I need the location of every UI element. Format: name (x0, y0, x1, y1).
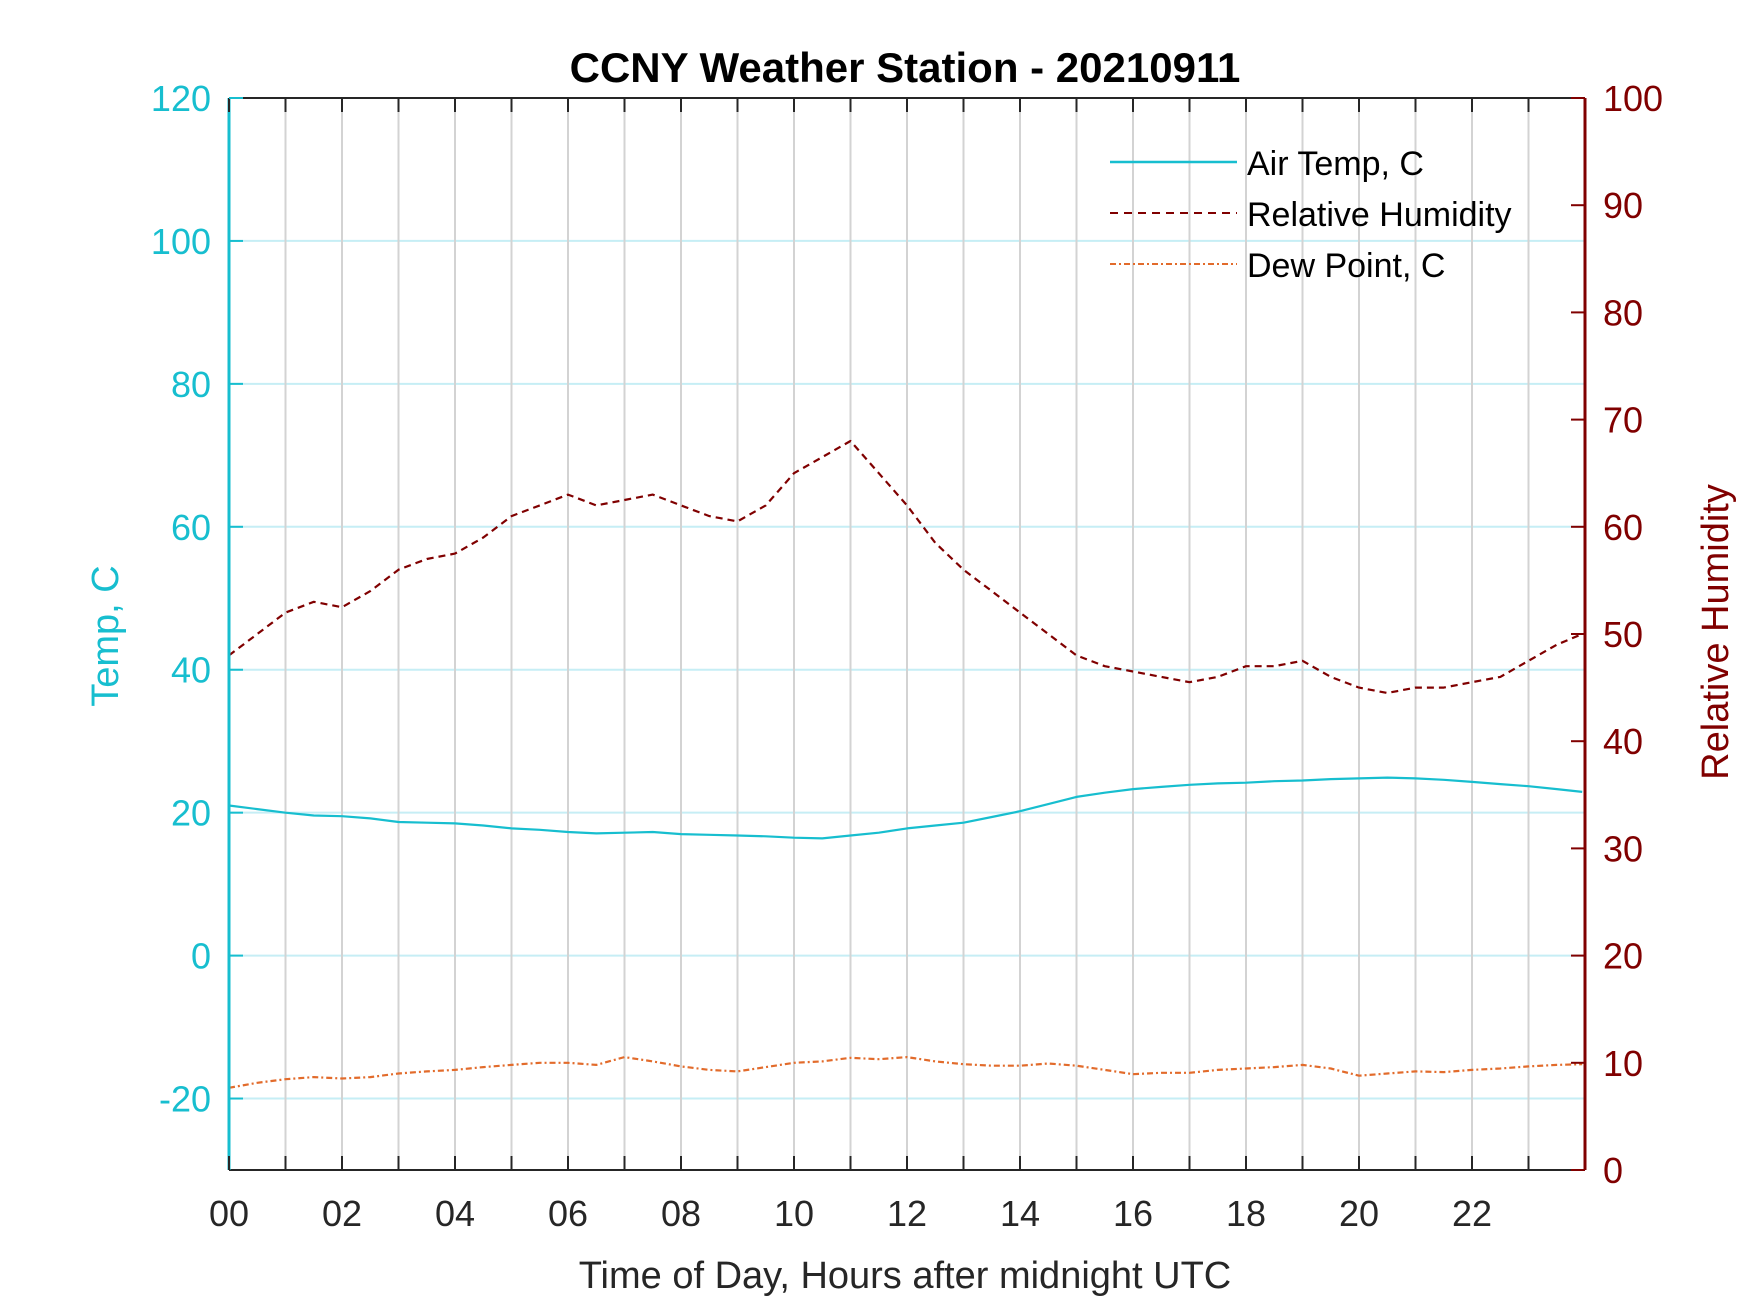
axes (227, 97, 1587, 1171)
y-right-tick-label: 90 (1603, 185, 1643, 226)
x-axis-label: Time of Day, Hours after midnight UTC (579, 1255, 1232, 1297)
y-left-tick-label: 60 (171, 507, 211, 548)
y-left-tick-label: 120 (151, 78, 211, 119)
series-air-temp (228, 776, 1583, 840)
y-right-tick-label: 20 (1603, 936, 1643, 977)
series-relative-humidity (228, 439, 1583, 695)
y-right-tick-label: 100 (1603, 78, 1663, 119)
x-tick-label: 00 (209, 1193, 249, 1234)
series-dew-point (228, 1055, 1583, 1089)
legend-label-humidity: Relative Humidity (1247, 196, 1512, 234)
chart-title: CCNY Weather Station - 20210911 (570, 44, 1241, 91)
x-tick-label: 12 (887, 1193, 927, 1234)
x-tick-label: 22 (1452, 1193, 1492, 1234)
x-tick-label: 14 (1000, 1193, 1040, 1234)
y-left-tick-label: 0 (191, 936, 211, 977)
y-right-tick-label: 30 (1603, 828, 1643, 869)
y-right-tick-label: 60 (1603, 507, 1643, 548)
y-right-tick-label: 40 (1603, 721, 1643, 762)
y-right-tick-label: 0 (1603, 1150, 1623, 1191)
y-right-tick-label: 80 (1603, 292, 1643, 333)
legend-label-dew-point: Dew Point, C (1247, 247, 1445, 285)
y-right-tick-label: 10 (1603, 1043, 1643, 1084)
y-left-tick-label: 40 (171, 650, 211, 691)
x-tick-label: 04 (435, 1193, 475, 1234)
y-axis-left-label: Temp, C (85, 565, 127, 706)
y-right-tick-label: 50 (1603, 614, 1643, 655)
y-right-tick-label: 70 (1603, 400, 1643, 441)
y-left-tick-label: 100 (151, 221, 211, 262)
x-tick-label: 08 (661, 1193, 701, 1234)
x-tick-label: 18 (1226, 1193, 1266, 1234)
x-tick-label: 02 (322, 1193, 362, 1234)
y-left-tick-label: -20 (159, 1079, 211, 1120)
y-left-tick-label: 80 (171, 364, 211, 405)
x-tick-label: 10 (774, 1193, 814, 1234)
x-tick-label: 06 (548, 1193, 588, 1234)
y-left-tick-label: 20 (171, 793, 211, 834)
x-tick-label: 16 (1113, 1193, 1153, 1234)
grid-lines (229, 97, 1585, 1170)
tick-labels: 00 02 04 06 08 10 12 14 16 18 20 22-200204060801001… (151, 78, 1663, 1234)
series-lines (228, 439, 1583, 1089)
x-tick-label: 20 (1339, 1193, 1379, 1234)
y-axis-right-label: Relative Humidity (1695, 484, 1737, 780)
legend: Air Temp, C Relative Humidity Dew Point,… (1110, 145, 1512, 285)
legend-label-air-temp: Air Temp, C (1247, 145, 1424, 183)
